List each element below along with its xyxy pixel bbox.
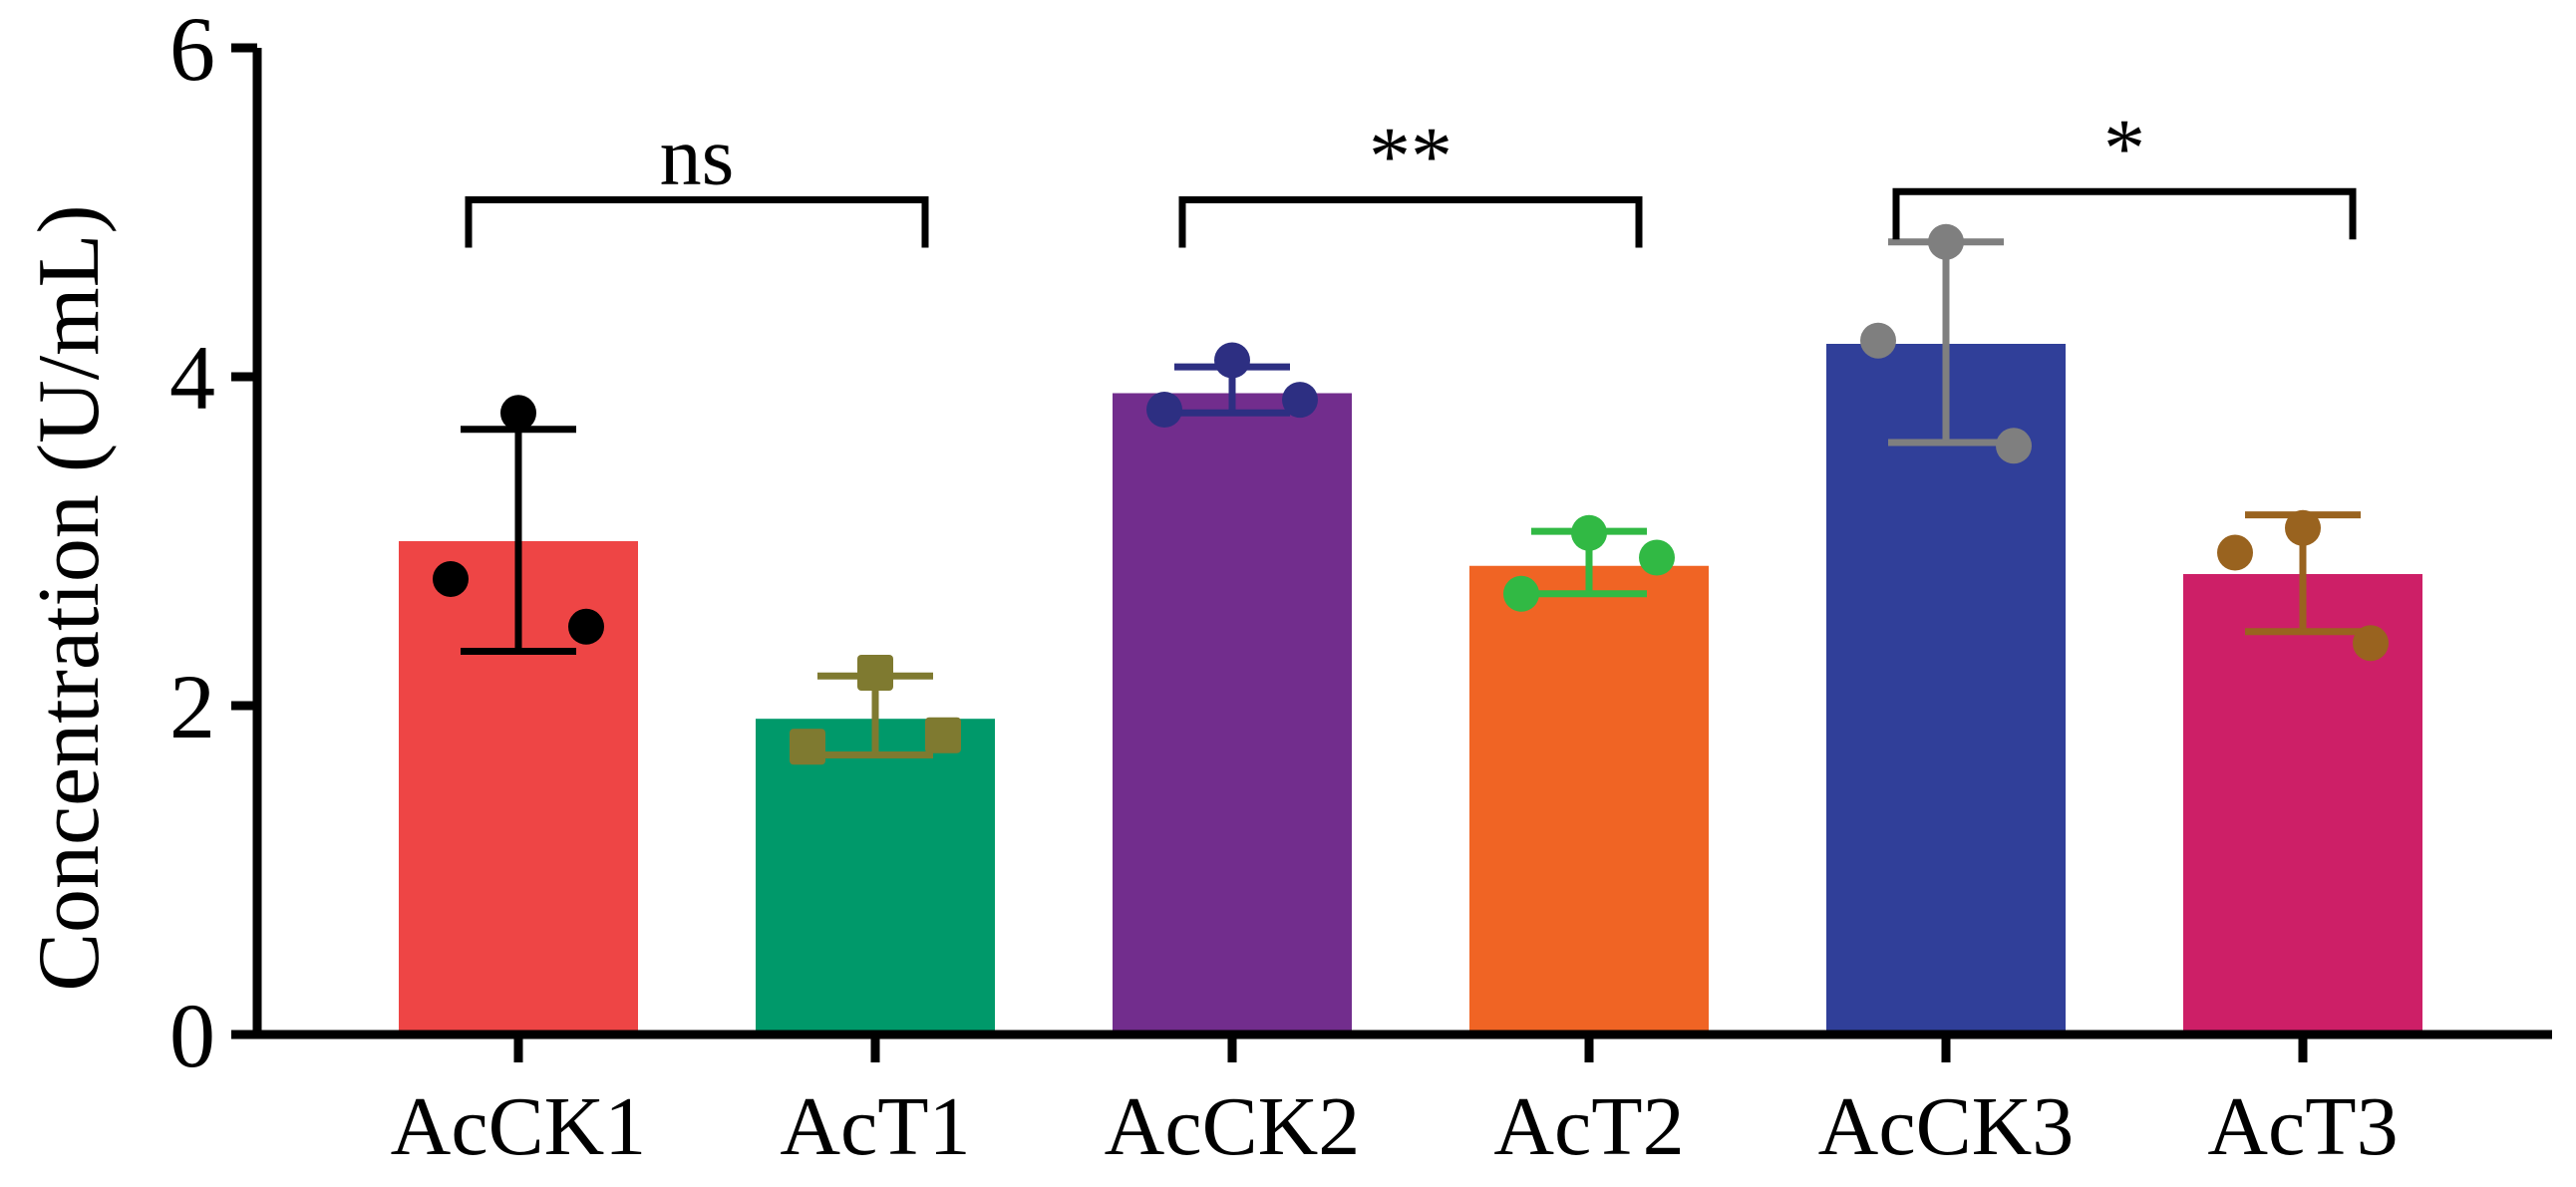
bar-acck2 <box>1113 393 1352 1035</box>
data-point-act3-3 <box>2353 625 2389 662</box>
y-tick-label-6: 6 <box>169 0 215 100</box>
x-tick-label-act1: AcT1 <box>780 1080 970 1173</box>
x-tick-label-acck3: AcCK3 <box>1818 1080 2075 1173</box>
significance-label-3: * <box>2103 102 2145 194</box>
data-point-act2-3 <box>1639 539 1675 576</box>
data-point-act1-2 <box>790 729 825 765</box>
bar-act1 <box>756 719 995 1035</box>
significance-label-1: ns <box>660 111 735 203</box>
x-tick-label-acck1: AcCK1 <box>391 1080 647 1173</box>
data-point-acck3-2 <box>1860 322 1896 359</box>
data-point-act1-3 <box>925 717 961 753</box>
x-tick-label-act2: AcT2 <box>1493 1080 1684 1173</box>
data-point-acck2-2 <box>1146 392 1182 428</box>
y-tick-label-2: 2 <box>169 656 215 757</box>
y-tick-label-4: 4 <box>169 327 215 429</box>
data-point-acck2-3 <box>1282 382 1318 419</box>
x-tick-label-act3: AcT3 <box>2207 1080 2398 1173</box>
data-point-act2-1 <box>1571 514 1607 551</box>
y-tick-label-0: 0 <box>169 985 215 1086</box>
bar-act2 <box>1469 565 1709 1035</box>
data-point-act3-2 <box>2217 534 2253 571</box>
data-point-act3-1 <box>2285 509 2321 546</box>
significance-bracket-2 <box>1178 196 1643 248</box>
significance-bracket-3 <box>1892 187 2357 240</box>
data-point-acck2-1 <box>1214 342 1250 379</box>
data-point-acck1-2 <box>433 560 469 597</box>
data-point-acck3-3 <box>1996 428 2032 464</box>
y-axis-title: Concentration (U/mL) <box>21 204 118 991</box>
data-point-acck1-3 <box>568 608 604 645</box>
data-point-act1-1 <box>857 655 893 691</box>
x-tick-label-acck2: AcCK2 <box>1105 1080 1361 1173</box>
data-point-act2-2 <box>1503 575 1539 612</box>
significance-label-2: ** <box>1369 111 1452 203</box>
data-point-acck3-1 <box>1928 223 1964 260</box>
significance-bracket-1 <box>465 196 929 248</box>
data-point-acck1-1 <box>500 395 536 432</box>
